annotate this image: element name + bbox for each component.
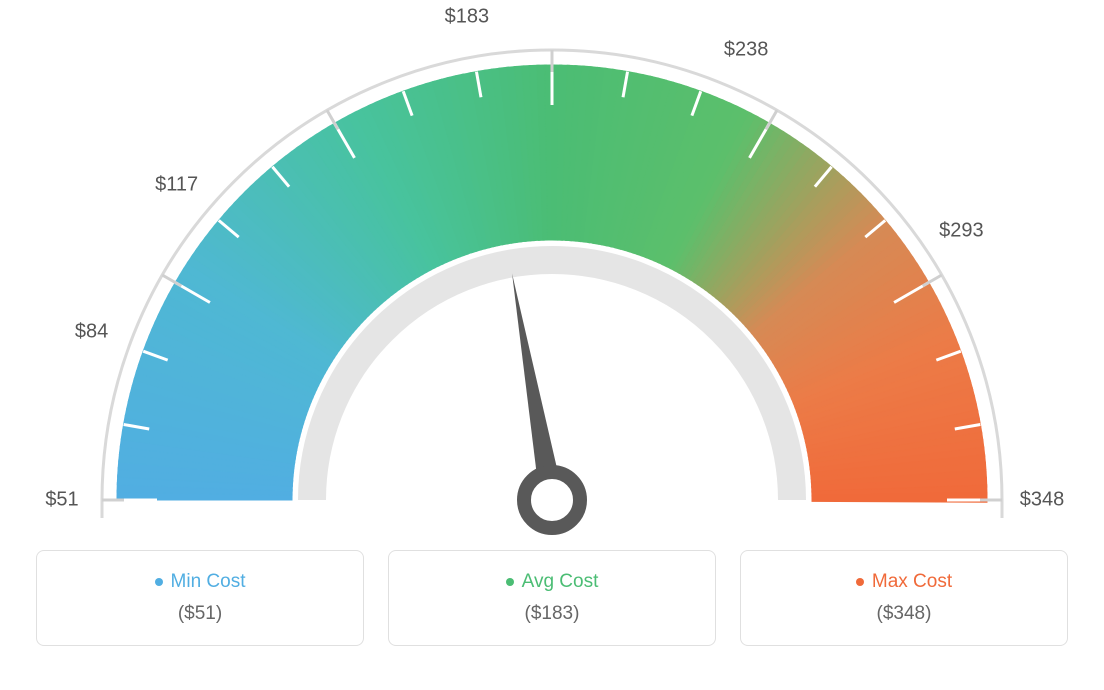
legend-card-avg: Avg Cost ($183)	[388, 550, 716, 646]
gauge-tick-label: $84	[75, 321, 108, 344]
legend-value-max: ($348)	[765, 603, 1043, 625]
gauge-tick-label: $348	[1020, 489, 1065, 512]
legend-title-avg: Avg Cost	[506, 571, 599, 593]
gauge-tick-label: $51	[45, 489, 78, 512]
legend-value-avg: ($183)	[413, 603, 691, 625]
legend-card-min: Min Cost ($51)	[36, 550, 364, 646]
gauge-area: $51 $84 $117 $183 $238 $293 $348	[0, 0, 1104, 540]
gauge-tick-label: $293	[939, 219, 984, 242]
legend-row: Min Cost ($51) Avg Cost ($183) Max Cost …	[0, 550, 1104, 646]
legend-title-max: Max Cost	[856, 571, 952, 593]
gauge-tick-label: $238	[724, 39, 769, 62]
legend-card-max: Max Cost ($348)	[740, 550, 1068, 646]
legend-title-avg-text: Avg Cost	[522, 571, 599, 593]
gauge-tick-label: $183	[445, 6, 490, 29]
gauge-chart-container: $51 $84 $117 $183 $238 $293 $348 Min Cost ($51…	[0, 0, 1104, 690]
legend-title-max-text: Max Cost	[872, 571, 952, 593]
legend-dot-min	[155, 578, 163, 586]
gauge-svg	[0, 0, 1104, 560]
legend-dot-avg	[506, 578, 514, 586]
legend-title-min: Min Cost	[155, 571, 246, 593]
legend-title-min-text: Min Cost	[171, 571, 246, 593]
legend-value-min: ($51)	[61, 603, 339, 625]
gauge-tick-label: $117	[155, 174, 198, 197]
legend-dot-max	[856, 578, 864, 586]
